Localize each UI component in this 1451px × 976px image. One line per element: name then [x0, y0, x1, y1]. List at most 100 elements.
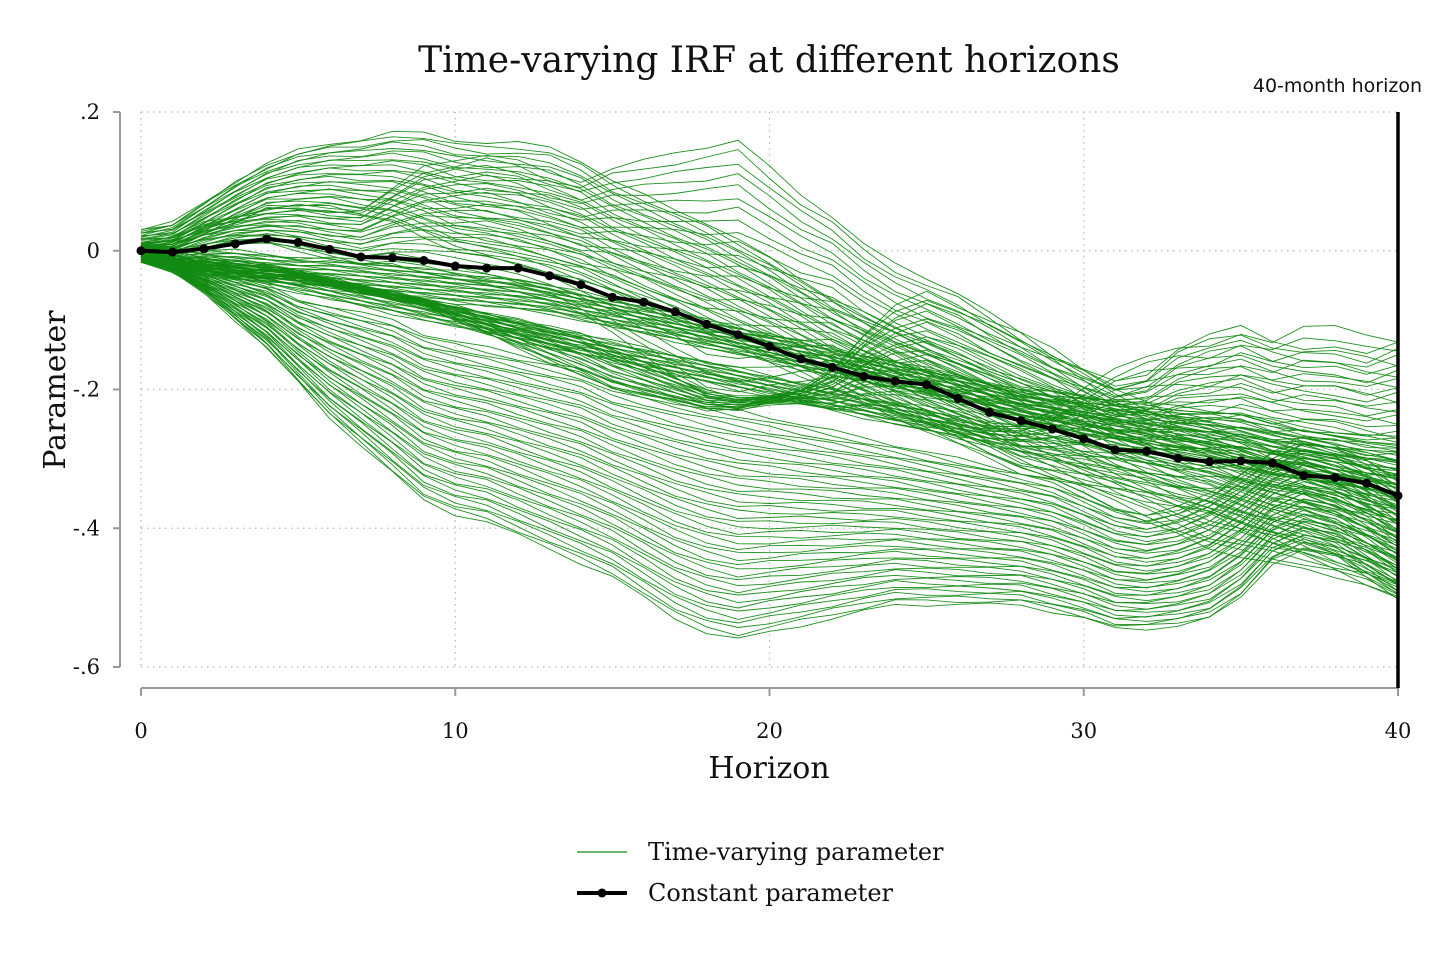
constant-parameter-point [167, 247, 177, 257]
time-varying-line [140, 257, 1399, 463]
constant-parameter-point [1299, 471, 1309, 481]
time-varying-line [140, 261, 1399, 604]
constant-parameter-point [1393, 491, 1403, 501]
time-varying-line [140, 259, 1399, 525]
time-varying-line [140, 175, 1399, 533]
time-varying-line [140, 139, 1399, 472]
y-axis: -.6 -.4 -.2 0 .2 [73, 100, 121, 679]
constant-parameter-series [136, 234, 1403, 501]
constant-parameter-point [450, 261, 460, 271]
x-tick-label: 0 [134, 719, 147, 743]
constant-parameter-point [639, 297, 649, 307]
constant-parameter-point [827, 362, 837, 372]
time-varying-line [140, 258, 1399, 581]
time-varying-line [140, 258, 1399, 500]
constant-parameter-point [419, 255, 429, 265]
constant-parameter-point [387, 253, 397, 263]
constant-parameter-point [890, 376, 900, 386]
time-varying-line [140, 239, 1399, 499]
time-varying-line [140, 254, 1399, 449]
constant-parameter-point [702, 319, 712, 329]
constant-parameter-point [1204, 457, 1214, 467]
y-tick-label: -.2 [73, 378, 100, 402]
time-varying-line [140, 261, 1399, 637]
legend-marker-constant [597, 888, 607, 898]
chart-title: Time-varying IRF at different horizons [418, 40, 1120, 81]
time-varying-line [140, 215, 1399, 428]
time-varying-lines [140, 130, 1399, 639]
time-varying-line [140, 167, 1399, 515]
time-varying-line [140, 257, 1399, 560]
time-varying-line [140, 260, 1399, 575]
time-varying-line [140, 259, 1399, 572]
time-varying-line [140, 257, 1399, 574]
legend-label-constant: Constant parameter [648, 879, 894, 907]
constant-parameter-point [765, 341, 774, 351]
time-varying-line [140, 254, 1399, 432]
constant-parameter-point [293, 237, 303, 247]
time-varying-line [140, 258, 1399, 516]
time-varying-line [140, 260, 1399, 596]
constant-parameter-point [922, 380, 932, 390]
time-varying-line [140, 188, 1399, 559]
time-varying-line [140, 200, 1399, 407]
constant-parameter-point [482, 263, 492, 273]
constant-parameter-point [1047, 424, 1057, 434]
time-varying-line [140, 257, 1399, 521]
time-varying-line [140, 159, 1399, 498]
horizon-annotation: 40-month horizon [1253, 75, 1422, 97]
time-varying-line [140, 260, 1399, 554]
constant-parameter-point [199, 244, 209, 254]
time-varying-line [140, 253, 1399, 479]
time-varying-line [140, 174, 1399, 525]
time-varying-line [140, 255, 1399, 428]
y-tick-label: .2 [80, 100, 100, 124]
time-varying-line [140, 260, 1399, 563]
constant-parameter-point [262, 234, 272, 244]
time-varying-line [140, 191, 1399, 406]
x-tick-label: 20 [756, 719, 783, 743]
time-varying-line [140, 256, 1399, 489]
time-varying-line [140, 257, 1399, 588]
time-varying-line [140, 257, 1399, 596]
constant-parameter-point [733, 330, 743, 340]
time-varying-line [140, 253, 1399, 428]
time-varying-line [140, 258, 1399, 628]
time-varying-line [140, 259, 1399, 567]
time-varying-line [140, 139, 1399, 382]
time-varying-line [140, 258, 1399, 538]
constant-parameter-point [545, 271, 555, 281]
time-varying-line [140, 184, 1399, 550]
legend-label-time-varying: Time-varying parameter [648, 838, 944, 866]
time-varying-line [140, 255, 1399, 441]
time-varying-line [140, 150, 1399, 489]
time-varying-line [140, 256, 1399, 538]
time-varying-line [140, 261, 1399, 624]
y-tick-label: -.6 [73, 655, 100, 679]
time-varying-line [140, 260, 1399, 593]
constant-parameter-point [1110, 445, 1120, 455]
time-varying-line [140, 256, 1399, 530]
constant-parameter-point [670, 307, 680, 317]
time-varying-line [140, 255, 1399, 475]
time-varying-line [140, 255, 1399, 516]
x-axis: 0 10 20 30 40 [134, 687, 1411, 743]
constant-parameter-point [859, 371, 869, 381]
time-varying-line [140, 258, 1399, 581]
time-varying-line [140, 163, 1399, 390]
time-varying-line [140, 259, 1399, 610]
time-varying-line [140, 189, 1399, 554]
constant-parameter-point [325, 244, 335, 254]
time-varying-line [140, 258, 1399, 551]
constant-parameter-point [607, 292, 617, 302]
time-varying-line [140, 256, 1399, 545]
time-varying-line [140, 257, 1399, 530]
time-varying-line [140, 261, 1399, 613]
time-varying-line [140, 203, 1399, 417]
time-varying-line [140, 258, 1399, 603]
constant-parameter-point [1267, 458, 1277, 468]
constant-parameter-point [1079, 434, 1089, 444]
y-tick-label: 0 [87, 239, 100, 263]
constant-parameter-point [230, 239, 240, 249]
